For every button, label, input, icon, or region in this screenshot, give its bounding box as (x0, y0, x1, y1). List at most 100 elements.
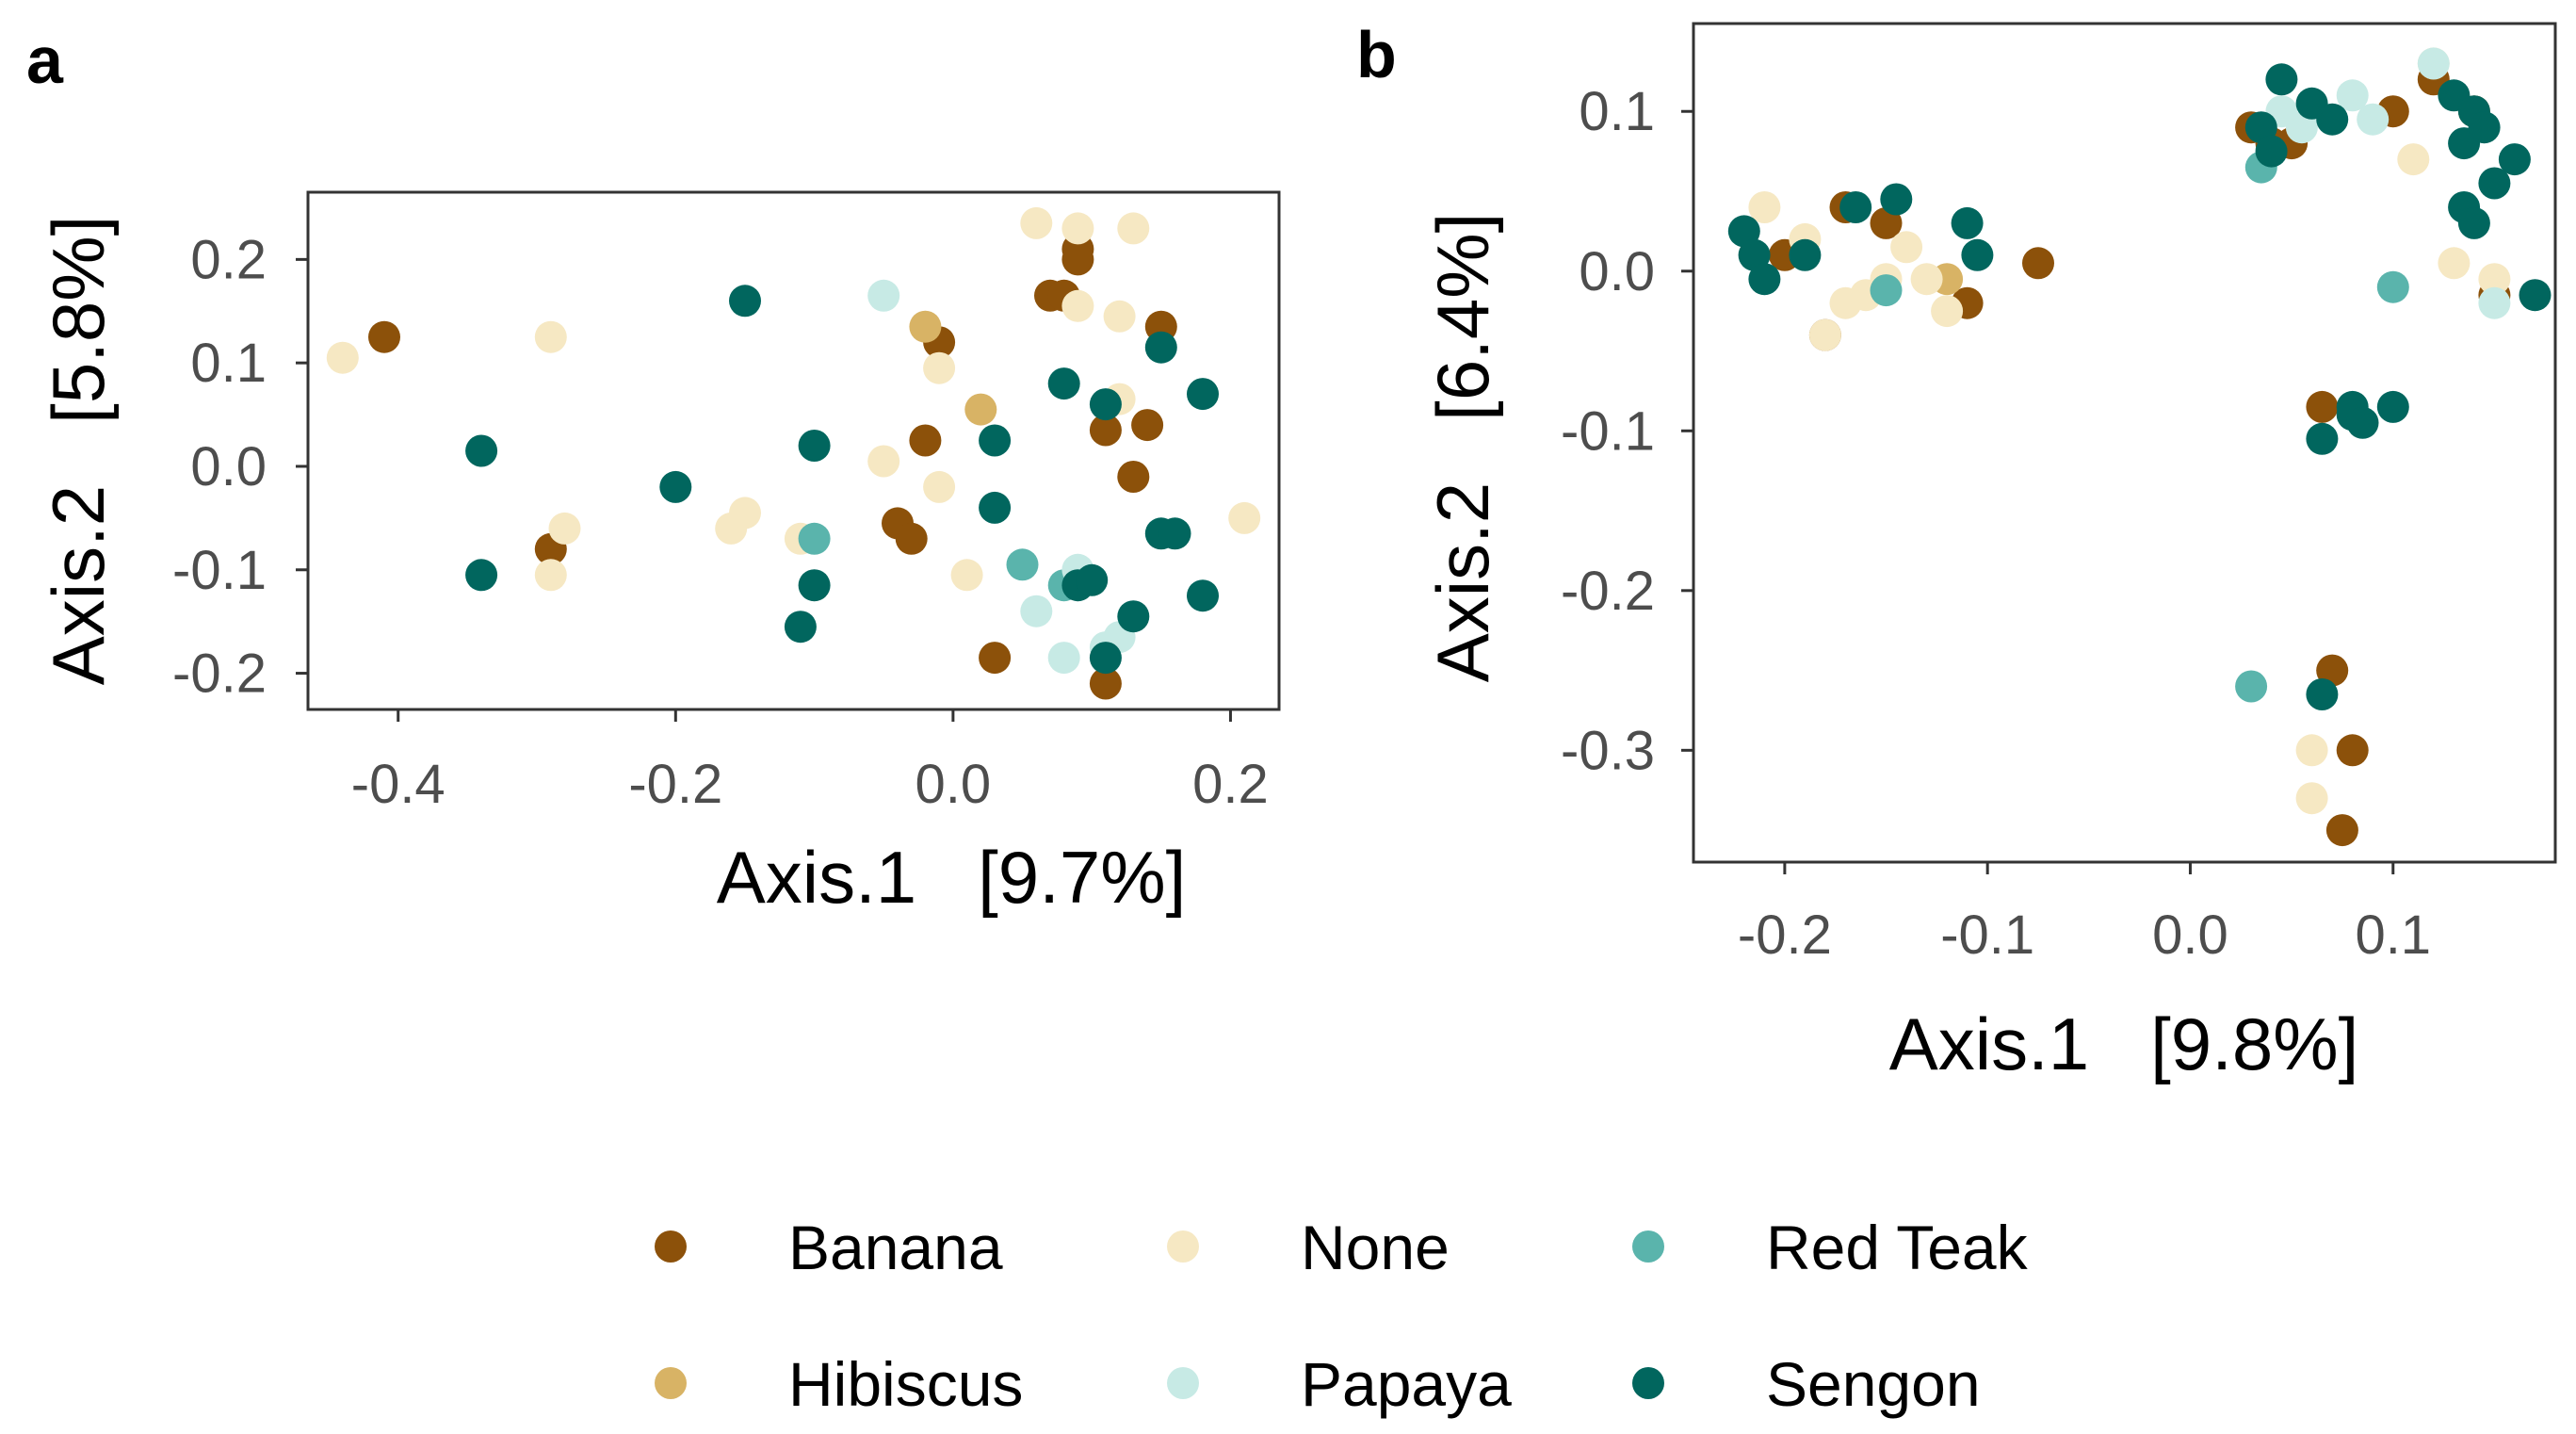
data-point (867, 445, 900, 478)
y-tick-label: -0.2 (1561, 561, 1655, 622)
data-point (798, 569, 831, 602)
y-tick-label: 0.1 (1579, 81, 1655, 142)
x-tick-label: -0.1 (1940, 904, 2034, 966)
data-point (1727, 215, 1760, 248)
y-tick-label: -0.1 (1561, 400, 1655, 462)
series-sengon (465, 285, 1219, 675)
data-point (2295, 734, 2328, 767)
y-tick-label: -0.2 (172, 644, 267, 705)
legend-label: Red Teak (1766, 1213, 2029, 1282)
data-point (1748, 191, 1781, 223)
data-point (1117, 600, 1150, 633)
points-layer (326, 206, 1261, 700)
legend-label: Papaya (1301, 1349, 1512, 1419)
panel-b-letter: b (1356, 18, 1397, 91)
data-point (1061, 212, 1094, 245)
data-point (1738, 238, 1771, 271)
series-papaya (2265, 47, 2511, 319)
legend-key (1167, 1230, 1199, 1263)
data-point (1748, 263, 1781, 296)
data-point (534, 559, 567, 592)
legend: Banana None Red Teak Hibiscus Papaya Sengon (655, 1213, 2029, 1419)
data-point (2478, 286, 2511, 319)
data-point (2357, 103, 2390, 136)
data-point (979, 424, 1012, 457)
panel-b: -0.2 -0.1 0.0 0.1 -0.3 -0.2 -0.1 0.0 0.1 Axis.1 [… (1421, 22, 2557, 1085)
data-point (1187, 579, 1219, 612)
data-point (2336, 79, 2369, 112)
x-tick-label: 0.0 (2152, 904, 2228, 966)
data-point (1870, 274, 1903, 307)
data-point (1117, 212, 1150, 245)
data-point (909, 310, 942, 343)
data-point (2438, 247, 2471, 280)
legend-label: Banana (788, 1213, 1003, 1282)
data-point (1880, 183, 1913, 216)
data-point (1089, 667, 1122, 700)
legend-label: Hibiscus (788, 1349, 1023, 1419)
data-point (1061, 243, 1094, 276)
data-point (2397, 143, 2430, 176)
data-point (1089, 388, 1122, 421)
data-point (1103, 300, 1136, 333)
data-point (548, 512, 581, 545)
x-tick-label: 0.2 (1192, 754, 1269, 815)
data-point (1808, 318, 1841, 351)
panel-a-letter: a (26, 24, 64, 97)
data-point (1144, 331, 1177, 364)
data-point (1131, 409, 1164, 442)
data-point (1187, 378, 1219, 411)
data-point (798, 430, 831, 462)
data-point (798, 522, 831, 555)
data-point (2316, 654, 2349, 687)
data-point (2457, 206, 2490, 239)
data-point (923, 470, 956, 503)
data-point (2022, 247, 2054, 280)
series-papaya (867, 279, 1136, 675)
x-axis-title: Axis.1 [9.7%] (717, 836, 1187, 919)
data-point (2498, 143, 2531, 176)
data-point (1870, 206, 1903, 239)
y-axis-title: Axis.2 [5.8%] (37, 216, 120, 686)
data-point (1931, 295, 1964, 328)
data-point (1047, 642, 1080, 675)
data-point (964, 393, 997, 426)
data-point (2478, 167, 2511, 200)
legend-label: Sengon (1766, 1349, 1981, 1419)
series-hibiscus (909, 310, 997, 426)
y-axis-title: Axis.2 [6.4%] (1421, 213, 1504, 683)
data-point (1961, 238, 1994, 271)
data-point (1020, 595, 1053, 627)
data-point (1089, 414, 1122, 447)
data-point (2376, 390, 2409, 423)
legend-item-red-teak: Red Teak (1632, 1213, 2029, 1282)
x-tick-label: -0.4 (351, 754, 446, 815)
data-point (2468, 111, 2501, 144)
legend-key (655, 1230, 687, 1263)
data-point (2295, 782, 2328, 815)
data-point (2325, 814, 2358, 847)
data-point (1117, 461, 1150, 493)
data-point (2235, 670, 2268, 703)
x-tick-label: -0.2 (628, 754, 722, 815)
legend-key (1632, 1230, 1664, 1263)
y-tick-label: 0.0 (1579, 241, 1655, 302)
data-point (923, 351, 956, 384)
data-point (979, 642, 1012, 675)
data-point (1006, 548, 1039, 581)
data-point (1951, 206, 1984, 239)
legend-key (1167, 1367, 1199, 1399)
data-point (1910, 263, 1943, 296)
plot-frame (306, 190, 1281, 711)
data-point (2285, 111, 2318, 144)
y-tick-label: -0.3 (1561, 720, 1655, 781)
data-point (534, 320, 567, 353)
series-none (326, 206, 1261, 592)
data-point (867, 279, 900, 312)
data-point (729, 497, 761, 530)
legend-item-sengon: Sengon (1632, 1349, 1981, 1419)
legend-key (655, 1367, 687, 1399)
series-banana (368, 233, 1177, 700)
data-point (659, 470, 692, 503)
